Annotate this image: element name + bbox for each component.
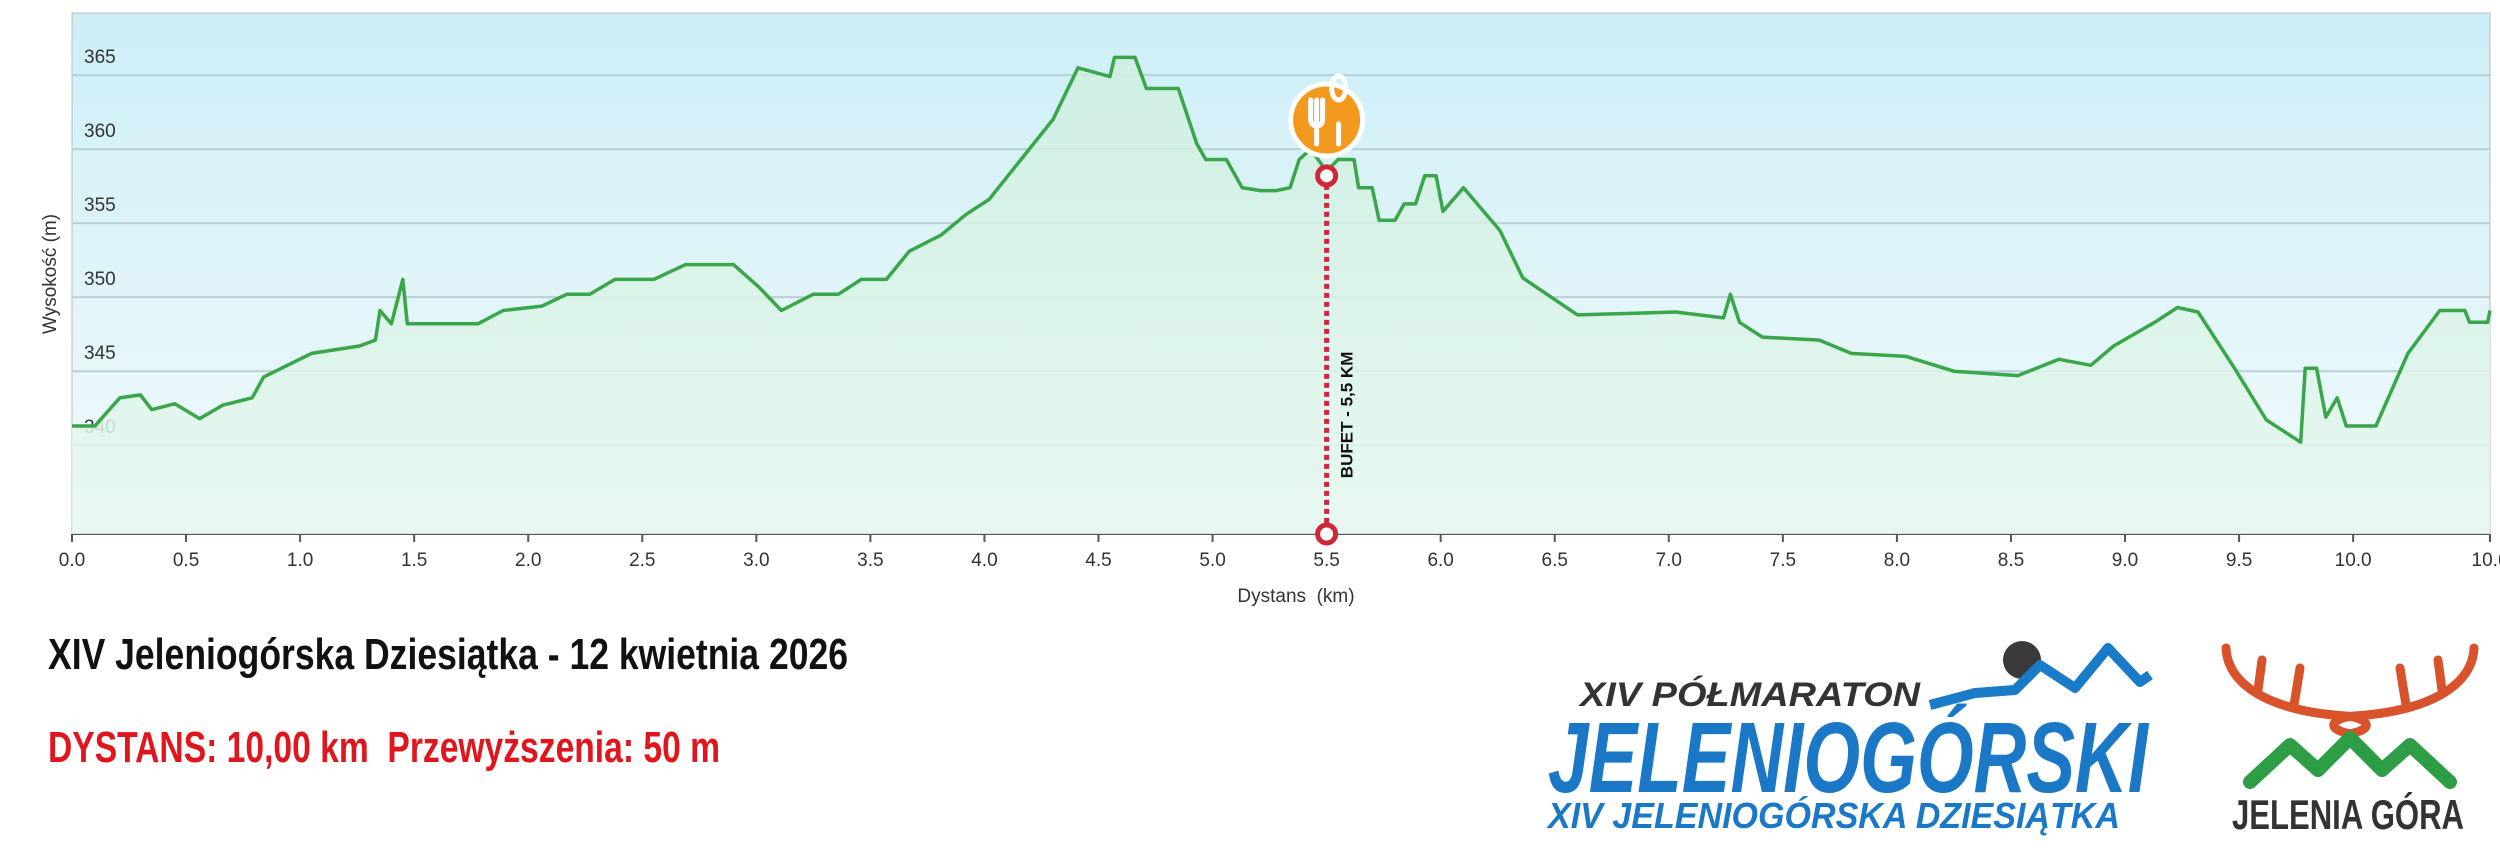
x-tick-label: 5.5 <box>1313 550 1339 571</box>
x-tick-label: 8.0 <box>1884 550 1910 571</box>
plot: 3403453503553603650.00.51.01.52.02.53.03… <box>59 47 2500 571</box>
event-stats: DYSTANS: 10,00 km Przewyższenia: 50 m <box>48 723 720 772</box>
logo-antler-left <box>2221 643 2371 739</box>
logo-hills <box>2243 731 2457 789</box>
x-tick-label: 8.5 <box>1998 550 2024 571</box>
logo-line3: XIV JELENIOGÓRSKA DZIESIĄTKA <box>1546 795 2120 836</box>
x-tick-label: 1.0 <box>287 550 313 571</box>
x-tick-label: 2.0 <box>515 550 541 571</box>
logo-antler-right <box>2329 643 2479 739</box>
y-tick-label: 345 <box>84 343 116 364</box>
x-tick-label: 9.0 <box>2112 550 2138 571</box>
area-fill <box>72 57 2490 535</box>
x-tick-label: 9.5 <box>2226 550 2252 571</box>
x-tick-label: 7.0 <box>1656 550 1682 571</box>
x-tick-label: 0.0 <box>59 550 85 571</box>
x-tick-label: 7.5 <box>1770 550 1796 571</box>
y-tick-label: 360 <box>84 121 116 142</box>
x-tick-label: 3.0 <box>743 550 769 571</box>
y-tick-label: 355 <box>84 195 116 216</box>
x-tick-label: 2.5 <box>629 550 655 571</box>
x-tick-label: 3.5 <box>857 550 883 571</box>
event-title: XIV Jeleniogórska Dziesiątka - 12 kwietn… <box>48 630 848 679</box>
y-axis-label: Wysokość (m) <box>40 214 61 334</box>
city-logo: JELENIA GÓRA <box>2221 643 2479 838</box>
annotation-base <box>1315 522 1339 546</box>
logo-antler-tines <box>2253 655 2447 710</box>
half-marathon-logo: XIV PÓŁMARATON JELENIOGÓRSKI XIV JELENIO… <box>1546 641 2153 836</box>
x-tick-label: 6.5 <box>1542 550 1568 571</box>
elevation-line <box>72 55 2492 444</box>
annotation-point <box>1315 164 1339 188</box>
x-tick-label: 1.5 <box>401 550 427 571</box>
y-tick-label: 365 <box>84 47 116 68</box>
y-tick-label: 350 <box>84 269 116 290</box>
x-tick-label: 5.0 <box>1199 550 1225 571</box>
buffet-icon <box>1288 73 1366 159</box>
x-axis-label: Dystans (km) <box>1237 586 1354 607</box>
logo-line1: XIV PÓŁMARATON <box>1578 676 1922 714</box>
icon-cutlery <box>1308 73 1349 147</box>
x-tick-label: 0.5 <box>173 550 199 571</box>
x-tick-label: 6.0 <box>1427 550 1453 571</box>
annotation-label: BUFET - 5,5 KM <box>1338 352 1357 479</box>
x-tick-label: 10.6 <box>2472 550 2500 571</box>
logo-city-name: JELENIA GÓRA <box>2232 790 2464 838</box>
logo-mountain <box>1928 643 2153 710</box>
x-tick-label: 10.0 <box>2335 550 2372 571</box>
x-tick-label: 4.5 <box>1085 550 1111 571</box>
x-tick-label: 4.0 <box>971 550 997 571</box>
icon-badge <box>1288 81 1366 159</box>
logo-line2: JELENIOGÓRSKI <box>1548 702 2150 814</box>
